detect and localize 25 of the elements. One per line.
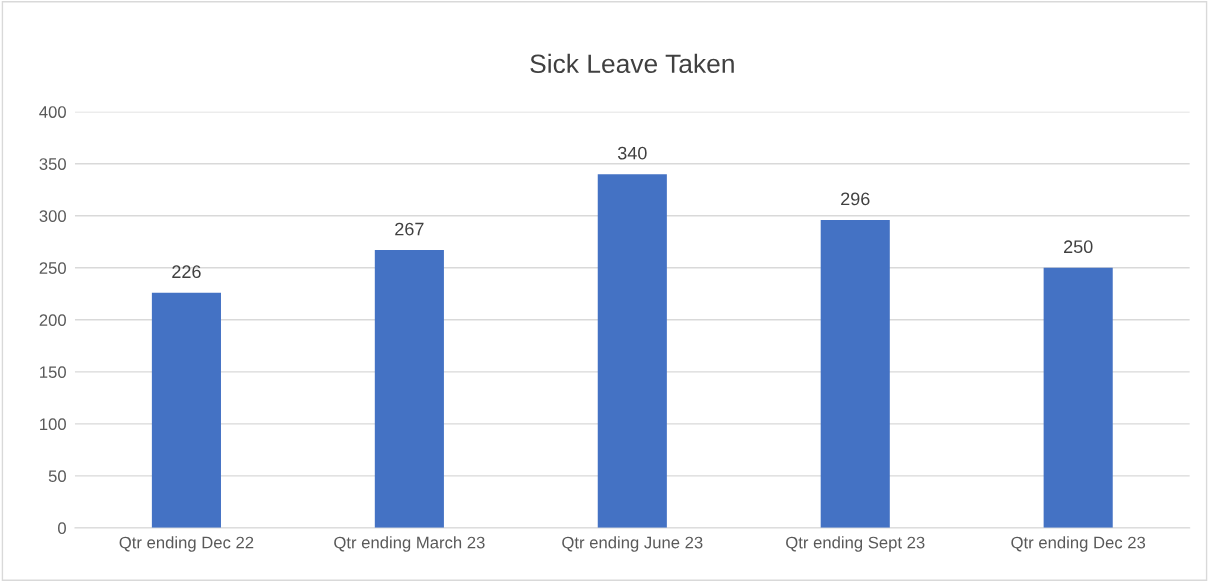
- bar: [1043, 267, 1113, 528]
- bar: [820, 219, 890, 528]
- y-tick-label: 0: [58, 522, 66, 535]
- y-tick-label: 300: [39, 210, 66, 222]
- bar: [597, 174, 667, 528]
- data-label: 250: [1064, 240, 1093, 254]
- y-tick-label: 250: [39, 262, 66, 274]
- x-tick-label: Qtr ending March 23: [334, 536, 485, 552]
- data-label: 296: [841, 192, 870, 206]
- y-tick-label: 400: [39, 106, 66, 118]
- x-tick-label: Qtr ending Sept 23: [786, 536, 925, 552]
- y-tick-label: 100: [40, 418, 66, 431]
- y-tick-label: 50: [48, 470, 66, 483]
- chart-title: Sick Leave Taken: [530, 53, 734, 74]
- x-tick-label: Qtr ending June 23: [562, 536, 703, 552]
- y-tick-label: 200: [39, 314, 66, 327]
- y-tick-label: 150: [40, 366, 66, 379]
- x-tick-label: Qtr ending Dec 22: [119, 536, 254, 552]
- data-label: 340: [617, 146, 647, 160]
- bar: [374, 250, 444, 528]
- bar: [151, 292, 221, 528]
- data-label: 267: [395, 222, 424, 236]
- x-tick-label: Qtr ending Dec 23: [1011, 536, 1146, 552]
- data-label: 226: [172, 265, 201, 279]
- y-tick-label: 350: [39, 158, 66, 170]
